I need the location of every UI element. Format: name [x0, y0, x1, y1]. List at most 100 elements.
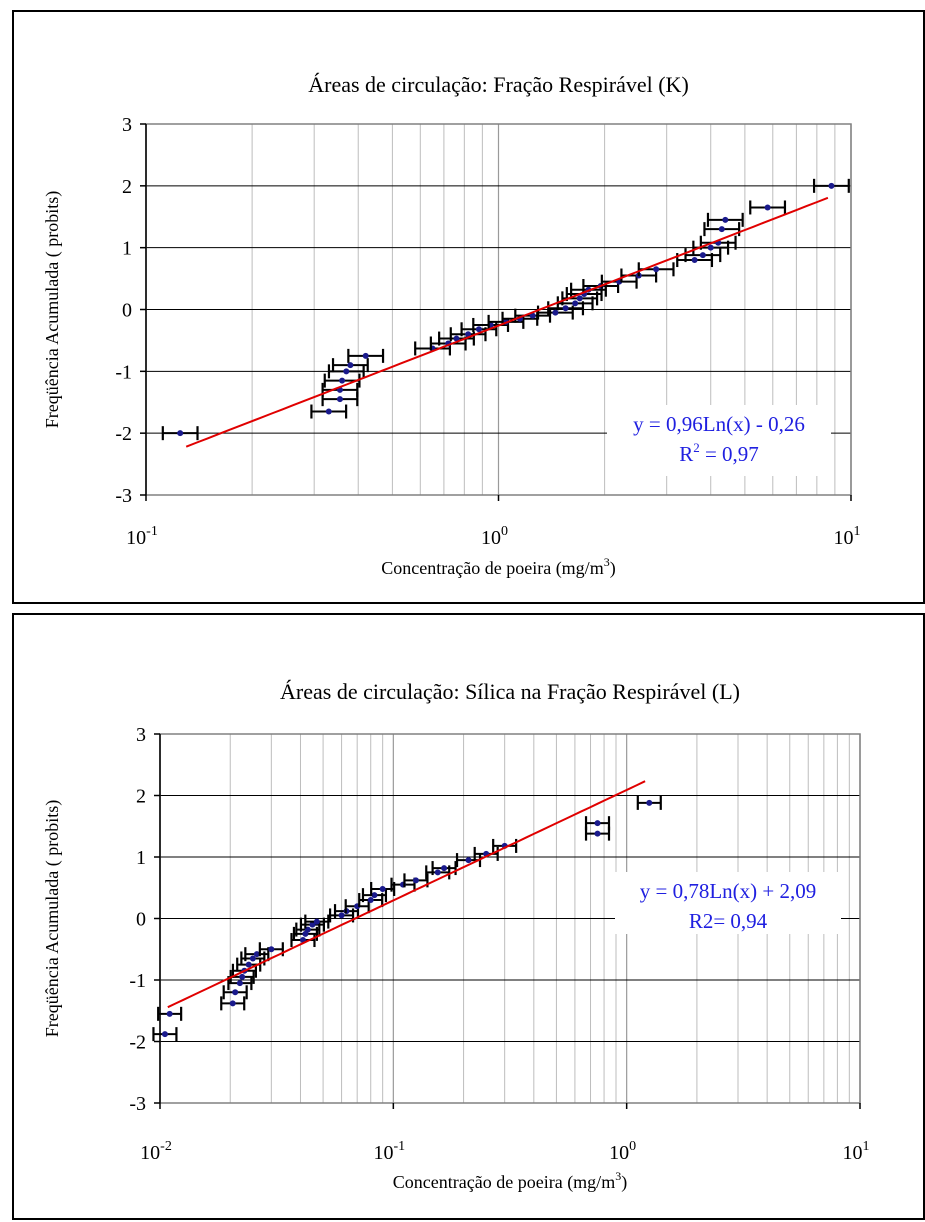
data-point [367, 897, 374, 904]
r-squared-label: R2= 0,94 [689, 909, 768, 933]
data-point [253, 951, 260, 958]
y-tick-label: 2 [122, 176, 132, 198]
y-tick-label: 1 [122, 238, 132, 260]
data-point [249, 955, 256, 962]
y-tick-label: 1 [136, 847, 146, 869]
data-point [161, 1031, 168, 1038]
data-point [362, 352, 369, 359]
x-tick-label: 10-1 [373, 1139, 405, 1164]
data-point [562, 305, 569, 312]
x-axis-label: Concentração de poeira (mg/m3) [381, 555, 615, 579]
equation-box [607, 405, 831, 476]
data-point [336, 396, 343, 403]
x-axis-label-text: Concentração de poeira (mg/m [381, 558, 603, 579]
data-point [236, 980, 243, 987]
chart-l-svg: Áreas de circulação: Sílica na Fração Re… [42, 679, 870, 1193]
x-tick-label: 101 [834, 524, 861, 549]
x-tick-base: 10 [843, 1142, 863, 1164]
x-tick-base: 10 [481, 527, 501, 549]
y-tick-label: 0 [136, 909, 146, 931]
x-tick-label: 10-1 [126, 524, 158, 549]
x-axis-label-sup: 3 [615, 1169, 621, 1183]
r-squared-sup: 2 [693, 440, 700, 455]
data-point [465, 857, 472, 864]
x-tick-exponent: 1 [854, 524, 861, 539]
data-point [572, 300, 579, 307]
chart-panel-k: Áreas de circulação: Fração Respirável (… [12, 10, 925, 604]
data-point [552, 309, 559, 316]
chart-k-svg: Áreas de circulação: Fração Respirável (… [42, 72, 861, 579]
data-point [828, 182, 835, 189]
x-tick-base: 10 [126, 527, 146, 549]
x-tick-base: 10 [834, 527, 854, 549]
x-tick-label: 100 [481, 524, 508, 549]
data-point [707, 244, 714, 251]
data-point [722, 216, 729, 223]
data-point [699, 252, 706, 259]
r-squared-text: R2 = 0,97 [679, 440, 759, 466]
r-squared-value: = 0,97 [700, 442, 759, 466]
y-tick-label: -3 [129, 1093, 146, 1115]
chart-panel-l: Áreas de circulação: Sílica na Fração Re… [12, 613, 925, 1220]
data-point [229, 1000, 236, 1007]
data-point [232, 989, 239, 996]
x-tick-base: 10 [140, 1142, 160, 1164]
data-point [371, 892, 378, 899]
data-point [338, 912, 345, 919]
x-axis-label-sup: 3 [604, 555, 610, 569]
x-tick-exponent: -1 [393, 1139, 405, 1154]
x-axis-label: Concentração de poeira (mg/m3) [393, 1169, 627, 1193]
r-squared-label: R [679, 442, 693, 466]
y-tick-label: -1 [129, 970, 146, 992]
x-axis-label-text: Concentração de poeira (mg/m [393, 1172, 615, 1193]
data-point [434, 869, 441, 876]
data-point [379, 885, 386, 892]
data-point [343, 368, 350, 375]
x-axis-label-end: ) [621, 1172, 627, 1193]
data-point [347, 362, 354, 369]
data-point [313, 918, 320, 925]
y-tick-label: 2 [136, 786, 146, 808]
data-point [412, 877, 419, 884]
trendline [185, 196, 829, 448]
data-point [594, 820, 601, 827]
x-tick-label: 101 [843, 1139, 870, 1164]
data-point [653, 266, 660, 273]
y-axis-label: Freqüência Acumulada ( probits) [42, 191, 63, 428]
equation-box [615, 872, 841, 934]
data-point [177, 430, 184, 437]
data-point [529, 312, 536, 319]
data-point [339, 377, 346, 384]
x-tick-label: 10-2 [140, 1139, 172, 1164]
x-tick-exponent: 0 [629, 1139, 636, 1154]
y-tick-label: -3 [115, 485, 132, 507]
data-point [691, 257, 698, 264]
data-point [594, 830, 601, 837]
data-point [475, 326, 482, 333]
data-point [576, 295, 583, 302]
x-axis-label-end: ) [610, 558, 616, 579]
y-tick-label: 0 [122, 300, 132, 322]
data-point [646, 799, 653, 806]
data-point [166, 1010, 173, 1017]
y-tick-label: -2 [115, 423, 132, 445]
x-tick-exponent: 1 [863, 1139, 870, 1154]
equation-text: y = 0,78Ln(x) + 2,09 [640, 879, 817, 903]
r-squared-text: R2= 0,94 [689, 909, 768, 933]
x-tick-base: 10 [609, 1142, 629, 1164]
data-point [245, 961, 252, 968]
data-point [268, 946, 275, 953]
x-tick-exponent: -2 [160, 1139, 172, 1154]
y-tick-label: 3 [122, 114, 132, 136]
x-tick-exponent: -1 [146, 524, 158, 539]
data-point [764, 204, 771, 211]
data-point [239, 973, 246, 980]
y-tick-label: 3 [136, 724, 146, 746]
y-axis-label: Freqüência Acumulada ( probits) [42, 800, 63, 1037]
y-tick-label: -2 [129, 1032, 146, 1054]
data-point [441, 865, 448, 872]
chart-title: Áreas de circulação: Sílica na Fração Re… [280, 679, 740, 704]
x-tick-exponent: 0 [501, 524, 508, 539]
equation-text: y = 0,96Ln(x) - 0,26 [633, 412, 805, 436]
trendline [167, 780, 646, 1009]
